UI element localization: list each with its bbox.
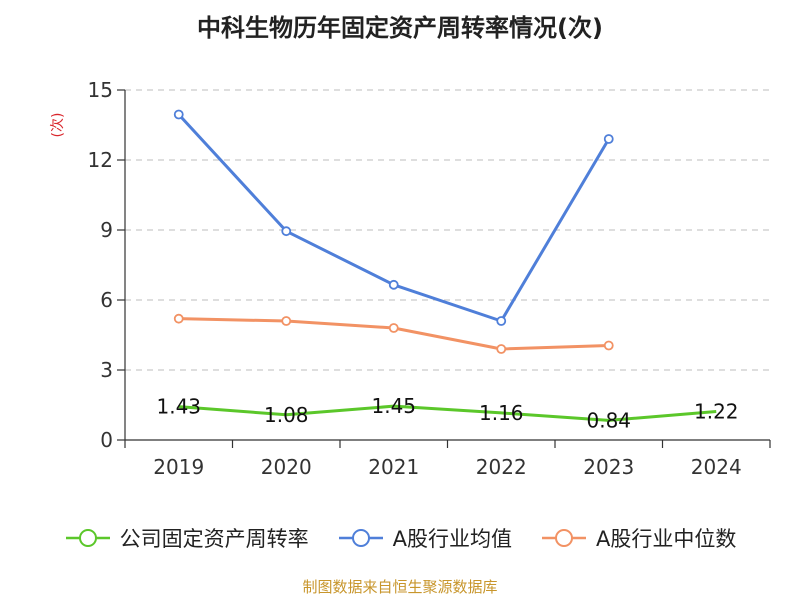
legend-label: A股行业均值 — [392, 527, 512, 551]
data-label: 1.08 — [264, 403, 309, 427]
data-point — [388, 279, 399, 290]
y-tick-label: 3 — [100, 358, 113, 382]
data-point — [603, 340, 614, 351]
legend: 公司固定资产周转率 A股行业均值 A股行业中位数 — [0, 518, 800, 558]
legend-label: 公司固定资产周转率 — [119, 527, 309, 551]
y-tick-label: 0 — [100, 428, 113, 452]
series-line-0 — [178, 404, 717, 422]
y-axis-unit: (次) — [50, 113, 66, 138]
legend-item[interactable]: A股行业均值 — [337, 523, 512, 553]
legend-swatch — [65, 529, 110, 547]
x-tick-label: 2024 — [691, 455, 742, 479]
x-tick-label: 2019 — [153, 455, 204, 479]
y-tick-label: 12 — [88, 148, 113, 172]
legend-swatch — [338, 529, 383, 547]
legend-marker — [78, 529, 97, 547]
data-label: 1.22 — [694, 400, 739, 424]
data-point — [603, 134, 614, 144]
data-point — [173, 313, 184, 324]
x-tick-label: 2020 — [261, 455, 312, 479]
data-point — [173, 109, 184, 120]
data-label: 1.16 — [479, 401, 524, 425]
data-point — [388, 323, 399, 333]
source-note: 制图数据来自恒生聚源数据库 — [302, 578, 498, 596]
series-line-1 — [177, 113, 611, 323]
x-tick-label: 2022 — [476, 455, 527, 479]
legend-swatch — [542, 529, 586, 547]
legend-item[interactable]: A股行业中位数 — [540, 523, 736, 553]
x-tick-label: 2023 — [583, 455, 634, 479]
legend-label: A股行业中位数 — [596, 527, 737, 551]
legend-marker — [351, 529, 370, 547]
data-point — [281, 226, 292, 237]
legend-item[interactable]: 公司固定资产周转率 — [64, 523, 309, 553]
data-label: 0.84 — [586, 408, 631, 432]
data-label: 1.43 — [156, 395, 201, 419]
chart-title: 中科生物历年固定资产周转率情况(次) — [197, 14, 603, 42]
y-tick-label: 15 — [88, 78, 113, 102]
y-tick-label: 9 — [100, 218, 113, 242]
data-point — [496, 316, 507, 326]
y-tick-label: 6 — [100, 288, 113, 312]
legend-marker — [555, 529, 573, 547]
data-label: 1.45 — [371, 394, 416, 418]
data-point — [496, 344, 507, 354]
x-tick-label: 2021 — [368, 455, 419, 479]
data-point — [281, 316, 292, 326]
